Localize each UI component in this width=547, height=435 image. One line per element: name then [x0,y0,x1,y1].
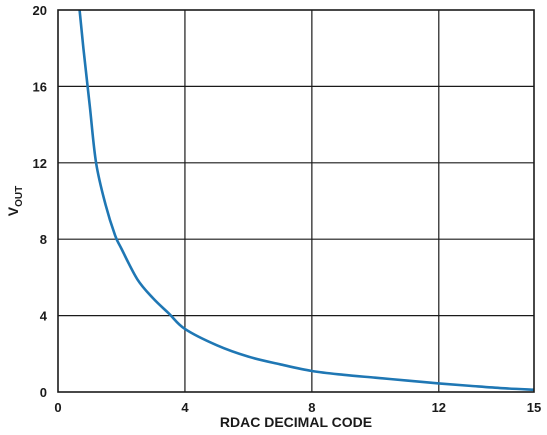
y-axis-label-main: V [5,206,21,216]
x-tick-label: 0 [54,400,61,415]
y-tick-labels: 0 4 8 12 16 20 [33,3,48,400]
y-tick-label: 8 [40,232,47,247]
x-tick-label: 4 [181,400,189,415]
x-axis-label: RDAC DECIMAL CODE [220,414,372,430]
series-line [78,9,535,392]
y-axis-label-subscript: OUT [14,186,25,207]
series-layer [78,9,535,392]
y-tick-label: 20 [33,3,47,18]
y-axis-label: VOUT [5,186,25,216]
x-tick-labels: 0 4 8 12 15 [54,400,541,415]
plot-frame [57,9,535,393]
x-tick-label: 12 [432,400,446,415]
y-tick-label: 4 [40,309,48,324]
y-tick-label: 12 [33,156,47,171]
x-tick-label: 8 [308,400,315,415]
x-tick-label: 15 [527,400,541,415]
y-tick-label: 16 [33,79,47,94]
y-tick-label: 0 [40,385,47,400]
grid [58,10,534,392]
